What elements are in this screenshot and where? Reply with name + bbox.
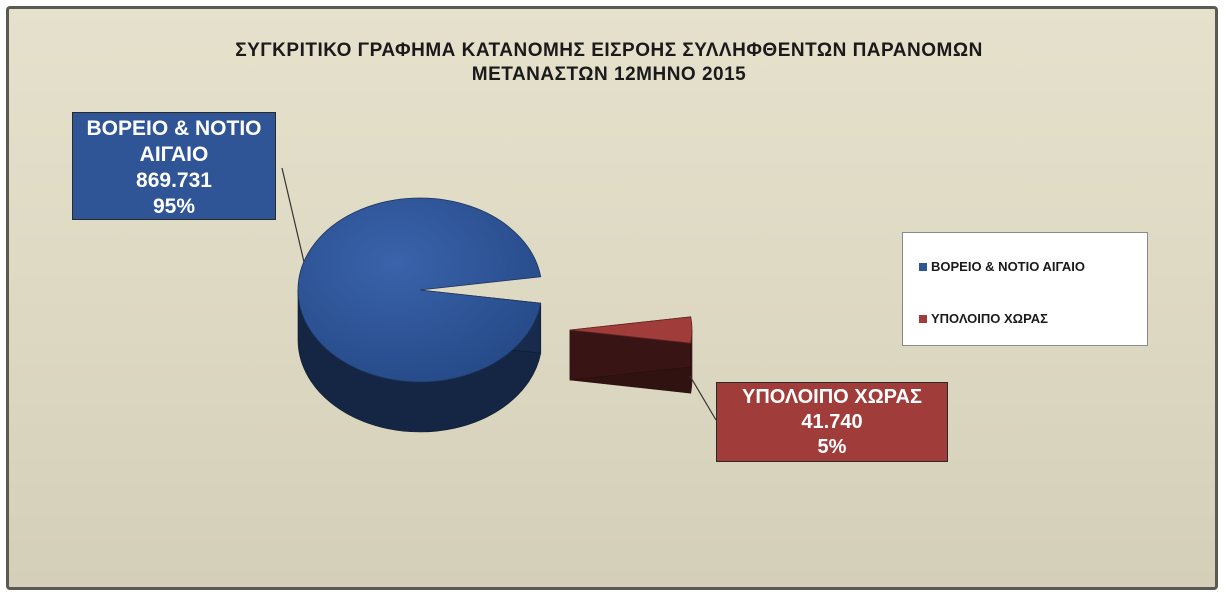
data-label-rest-of-country: ΥΠΟΛΟΙΠΟ ΧΩΡΑΣ 41.740 5% bbox=[716, 382, 948, 462]
data-label-north-value: 869.731 bbox=[136, 169, 212, 192]
data-label-north-south-aegean: ΒΟΡΕΙΟ & ΝΟΤΙΟ ΑΙΓΑΙΟ 869.731 95% bbox=[72, 112, 276, 220]
legend-swatch-red bbox=[919, 314, 927, 323]
chart-title-line-2: ΜΕΤΑΝΑΣΤΩΝ 12ΜΗΝΟ 2015 bbox=[471, 64, 747, 85]
data-label-rest-name: ΥΠΟΛΟΙΠΟ ΧΩΡΑΣ bbox=[742, 386, 922, 408]
pie-slice-north-south-aegean[interactable] bbox=[297, 197, 542, 383]
leader-line-rest bbox=[689, 375, 717, 421]
leader-line-north bbox=[281, 167, 305, 263]
legend-swatch-blue bbox=[919, 262, 927, 271]
legend-label-rest-of-country: ΥΠΟΛΟΙΠΟ ΧΩΡΑΣ bbox=[931, 311, 1048, 326]
data-label-rest-percent: 5% bbox=[817, 436, 847, 458]
legend-item-north-south-aegean: ΒΟΡΕΙΟ & ΝΟΤΙΟ ΑΙΓΑΙΟ bbox=[919, 259, 1085, 274]
legend-item-rest-of-country: ΥΠΟΛΟΙΠΟ ΧΩΡΑΣ bbox=[919, 311, 1048, 326]
legend: ΒΟΡΕΙΟ & ΝΟΤΙΟ ΑΙΓΑΙΟ ΥΠΟΛΟΙΠΟ ΧΩΡΑΣ bbox=[902, 232, 1148, 346]
data-label-rest-value: 41.740 bbox=[801, 411, 863, 433]
legend-label-north-south-aegean: ΒΟΡΕΙΟ & ΝΟΤΙΟ ΑΙΓΑΙΟ bbox=[931, 259, 1085, 274]
data-label-north-name-1: ΒΟΡΕΙΟ & ΝΟΤΙΟ bbox=[86, 117, 262, 140]
data-label-north-percent: 95% bbox=[152, 195, 196, 218]
chart-title-line-1: ΣΥΓΚΡΙΤΙΚΟ ΓΡΑΦΗΜΑ ΚΑΤΑΝΟΜΗΣ ΕΙΣΡΟΗΣ ΣΥΛ… bbox=[235, 40, 983, 61]
data-label-north-name-2: ΑΙΓΑΙΟ bbox=[139, 143, 209, 166]
chart-title: ΣΥΓΚΡΙΤΙΚΟ ΓΡΑΦΗΜΑ ΚΑΤΑΝΟΜΗΣ ΕΙΣΡΟΗΣ ΣΥΛ… bbox=[109, 39, 1109, 87]
pie-slice-rest-of-country[interactable] bbox=[569, 316, 693, 344]
